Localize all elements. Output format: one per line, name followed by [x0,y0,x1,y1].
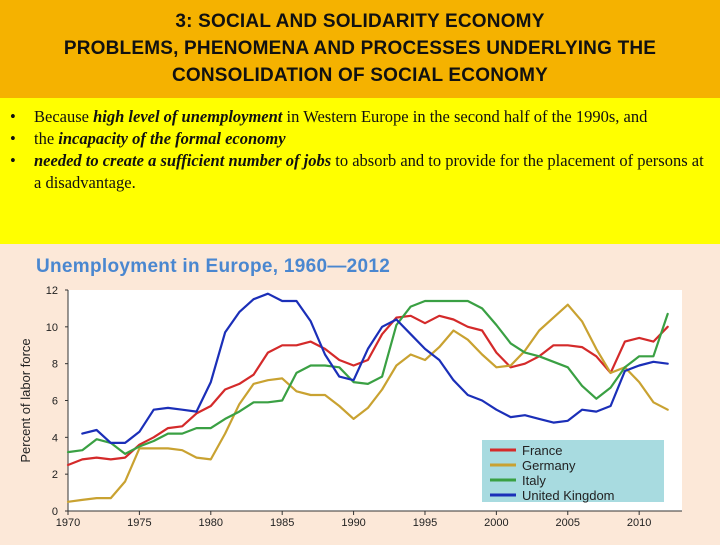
legend-label: Germany [522,458,576,473]
y-axis-label: Percent of labor force [18,338,33,462]
bullet-text-post: in Western Europe in the second half of … [282,107,648,126]
x-tick-label: 1990 [341,517,365,529]
bullet-item: • Because high level of unemployment in … [8,106,706,128]
y-tick-label: 6 [52,396,58,408]
bullet-list: • Because high level of unemployment in … [0,98,720,244]
series-line-united-kingdom [81,292,669,444]
y-tick-label: 8 [52,359,58,371]
bullet-icon: • [10,129,16,148]
y-tick-label: 12 [46,285,58,297]
bullet-text-emphasis: high level of unemployment [93,107,283,126]
y-tick-label: 0 [52,506,58,518]
bullet-icon: • [10,151,16,170]
bullet-icon: • [10,107,16,126]
slide-title-line-2: PROBLEMS, PHENOMENA AND PROCESSES UNDERL… [63,38,657,59]
legend-label: France [522,443,562,458]
y-tick-label: 2 [52,469,58,481]
y-tick-label: 4 [52,432,58,444]
x-tick-label: 1995 [413,517,437,529]
series-line-germany [66,303,669,503]
bullet-item: • the incapacity of the formal economy [8,128,706,150]
slide-title-line-3: CONSOLIDATION OF SOCIAL ECONOMY [171,65,548,86]
bullet-text-emphasis: incapacity of the formal economy [58,129,286,148]
bullet-text-pre: Because [34,107,94,126]
x-tick-label: 2000 [484,517,508,529]
chart-title: Unemployment in Europe, 1960—2012 [36,256,391,277]
legend-label: Italy [522,473,546,488]
series-line-italy [66,299,669,455]
x-tick-label: 2005 [556,517,580,529]
legend-label: United Kingdom [522,488,615,503]
x-tick-label: 2010 [627,517,651,529]
x-tick-label: 1970 [56,517,80,529]
x-tick-label: 1975 [127,517,151,529]
bullet-text-post: to absorb and to provide for the placeme… [34,151,704,192]
y-tick-label: 10 [46,322,58,334]
slide-header: 3: SOCIAL AND SOLIDARITY ECONOMY PROBLEM… [0,0,720,98]
bullet-item: • needed to create a sufficient number o… [8,150,706,194]
bullet-text-emphasis: needed to create a sufficient number of … [34,151,332,170]
x-tick-label: 1980 [199,517,223,529]
chart-container: Unemployment in Europe, 1960—2012 0 2 4 6 8 1… [14,250,710,540]
unemployment-chart: 0 2 4 6 8 10 12 1970 1975 1980 1985 1990 1995 2000 200… [18,285,682,529]
series-line-france [66,314,669,467]
x-tick-label: 1985 [270,517,294,529]
bullet-text-pre: the [34,129,59,148]
slide-title-line-1: 3: SOCIAL AND SOLIDARITY ECONOMY [175,11,545,32]
